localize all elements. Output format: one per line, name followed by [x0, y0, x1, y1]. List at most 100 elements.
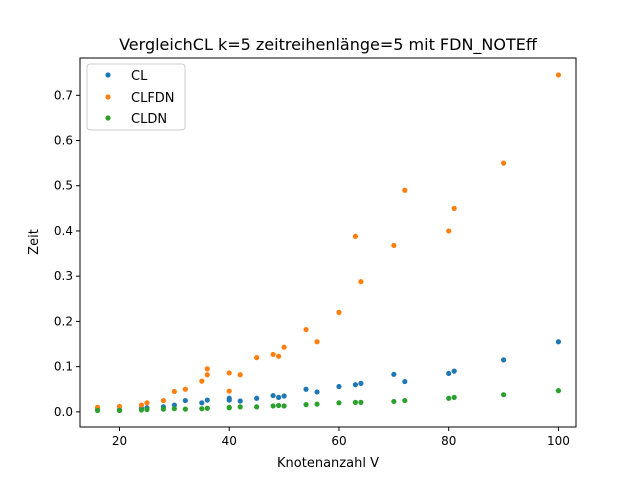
x-axis: 20 40 60 80 100 — [112, 427, 570, 448]
data-point-cl — [358, 380, 364, 386]
data-point-cldn — [226, 404, 232, 410]
legend-label-cldn: CLDN — [131, 112, 167, 127]
data-point-clfdn — [171, 388, 177, 395]
data-point-cl — [336, 383, 342, 390]
data-point-cldn — [270, 403, 276, 409]
data-point-clfdn — [237, 372, 243, 378]
data-point-cldn — [281, 403, 287, 409]
data-point-cldn — [451, 394, 457, 400]
data-point-clfdn — [138, 402, 145, 408]
data-point-cldn — [358, 399, 364, 405]
data-point-clfdn — [451, 205, 457, 211]
data-point-cl — [276, 394, 282, 400]
data-point-cl — [352, 382, 359, 388]
legend-marker-cl — [105, 72, 111, 78]
data-point-cl — [391, 371, 397, 377]
data-point-cldn — [446, 395, 452, 401]
data-point-clfdn — [226, 388, 232, 394]
data-point-cldn — [314, 401, 320, 407]
data-point-cl — [446, 370, 452, 377]
data-point-cldn — [336, 400, 342, 406]
legend-marker-cldn — [105, 115, 111, 121]
data-points — [94, 72, 562, 414]
legend-label-cl: CL — [131, 69, 148, 84]
chart-title: VergleichCL k=5 zeitreihenlänge=5 mit FD… — [119, 35, 538, 55]
data-point-clfdn — [446, 228, 452, 234]
legend-box — [86, 63, 186, 131]
data-point-clfdn — [391, 242, 397, 249]
data-point-cldn — [94, 407, 101, 414]
data-point-cl — [237, 398, 243, 404]
data-point-cl — [402, 378, 408, 385]
data-point-cl — [303, 386, 309, 392]
data-point-clfdn — [402, 187, 408, 193]
data-point-clfdn — [116, 403, 123, 410]
data-point-cl — [314, 389, 320, 395]
plot-frame — [79, 57, 577, 428]
legend-marker-clfdn — [105, 94, 111, 100]
y-axis-label: Zeit — [27, 229, 42, 255]
y-tick-label: 0.7 — [54, 88, 73, 102]
data-point-clfdn — [254, 354, 260, 361]
y-axis: 0.0 0.1 0.2 0.3 0.4 0.5 0.6 0.7 — [54, 88, 80, 419]
data-point-cl — [500, 357, 507, 363]
data-point-cldn — [352, 399, 359, 405]
data-point-cldn — [182, 406, 188, 412]
data-point-cl — [555, 339, 562, 345]
data-point-cldn — [160, 406, 166, 412]
data-point-clfdn — [199, 378, 205, 384]
data-point-clfdn — [160, 397, 166, 404]
data-point-cldn — [303, 402, 309, 408]
x-tick-label: 40 — [222, 434, 237, 448]
data-point-cldn — [402, 397, 408, 404]
data-point-cldn — [500, 392, 507, 398]
data-point-cl — [204, 397, 210, 403]
data-point-clfdn — [281, 344, 287, 350]
data-point-cldn — [555, 388, 562, 394]
y-tick-label: 0.0 — [54, 405, 73, 419]
y-tick-label: 0.2 — [54, 314, 73, 328]
data-point-clfdn — [336, 309, 342, 315]
x-tick-label: 80 — [441, 434, 456, 448]
data-point-cldn — [199, 406, 205, 412]
data-point-cl — [281, 393, 287, 399]
data-point-clfdn — [352, 233, 359, 239]
y-tick-label: 0.1 — [54, 360, 73, 374]
data-point-clfdn — [270, 351, 276, 358]
data-point-clfdn — [358, 279, 364, 285]
x-tick-label: 60 — [331, 434, 346, 448]
legend-label-clfdn: CLFDN — [131, 91, 175, 106]
data-point-cl — [226, 395, 232, 401]
y-tick-label: 0.4 — [54, 224, 73, 238]
data-point-clfdn — [500, 160, 507, 166]
data-point-cldn — [204, 405, 210, 411]
data-point-clfdn — [144, 400, 150, 406]
data-point-cldn — [116, 407, 123, 414]
data-point-cl — [270, 392, 276, 399]
data-point-cldn — [144, 406, 150, 413]
x-tick-label: 100 — [547, 434, 570, 448]
data-point-cldn — [391, 398, 397, 405]
y-tick-label: 0.6 — [54, 134, 73, 148]
x-tick-label: 20 — [112, 434, 127, 448]
y-tick-label: 0.3 — [54, 269, 73, 283]
legend: CL CLFDN CLDN — [86, 63, 186, 131]
data-point-cl — [199, 400, 205, 406]
data-point-cldn — [171, 406, 177, 412]
y-tick-label: 0.5 — [54, 179, 73, 193]
data-point-clfdn — [303, 326, 309, 333]
data-point-clfdn — [204, 366, 210, 372]
x-axis-label: Knotenanzahl V — [277, 456, 379, 471]
data-point-clfdn — [276, 353, 282, 359]
data-point-clfdn — [182, 386, 188, 392]
data-point-cldn — [276, 402, 282, 409]
data-point-clfdn — [204, 372, 210, 378]
data-point-cl — [182, 397, 188, 404]
data-point-clfdn — [226, 370, 232, 376]
data-point-cldn — [237, 404, 243, 410]
data-point-cldn — [254, 404, 260, 410]
data-point-cl — [171, 402, 177, 408]
data-point-clfdn — [555, 72, 562, 78]
data-point-clfdn — [314, 339, 320, 345]
